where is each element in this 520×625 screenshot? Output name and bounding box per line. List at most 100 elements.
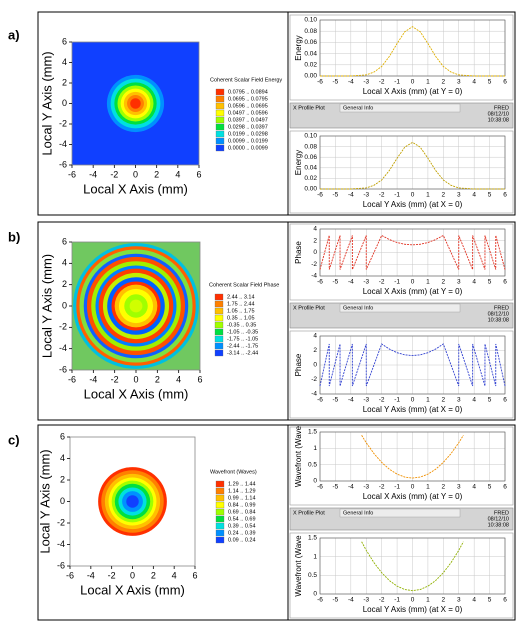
app-name: FRED <box>494 510 509 516</box>
legend-swatch <box>215 109 225 117</box>
x-tick-label: -1 <box>394 597 400 604</box>
profile-line <box>319 343 506 387</box>
legend-label: 0.54 .. 0.69 <box>228 516 256 522</box>
info-cell <box>339 508 461 518</box>
x-tick-label: 5 <box>488 192 492 199</box>
x-tick-label: -4 <box>348 279 354 286</box>
x-tick-label: -2 <box>379 79 385 86</box>
y-tick-label: -6 <box>57 560 65 570</box>
legend-swatch <box>215 95 225 103</box>
plot-frame <box>319 19 506 77</box>
legend-swatch <box>215 137 225 145</box>
x-tick-label: 5 <box>488 279 492 286</box>
legend-label: 0.0099 .. 0.0199 <box>228 138 268 144</box>
x-tick-label: 6 <box>503 397 507 404</box>
y-tick-label: 0 <box>62 300 67 310</box>
x-tick-label: -5 <box>333 79 339 86</box>
legend-swatch <box>215 102 225 110</box>
x-tick-label: 5 <box>488 597 492 604</box>
plot-frame <box>319 335 506 395</box>
panel-label: c) <box>8 432 20 447</box>
legend-label: 2.44 .. 3.14 <box>227 294 255 300</box>
y-tick-label: 4 <box>62 258 67 268</box>
y-tick-label: 0.08 <box>304 28 317 35</box>
x-tick-label: 6 <box>503 597 507 604</box>
plot-frame <box>319 537 506 595</box>
legend-swatch <box>215 130 225 138</box>
legend-label: -1.05 .. -0.35 <box>227 329 258 335</box>
x-tick-label: -5 <box>333 397 339 404</box>
legend-swatch <box>215 501 225 509</box>
legend-label: 0.39 .. 0.54 <box>228 523 256 529</box>
x-tick-label: -3 <box>363 484 369 491</box>
y-tick-label: 4 <box>313 333 317 340</box>
x-tick-label: 4 <box>172 570 177 580</box>
x-axis-title: Local X Axis (mm) (at Y = 0) <box>363 492 463 501</box>
legend-swatch <box>215 508 225 516</box>
legend-label: -0.35 .. 0.35 <box>227 322 256 328</box>
info-tab: X Profile Plot <box>293 510 325 516</box>
x-tick-label: -2 <box>379 279 385 286</box>
app-name: FRED <box>494 305 509 311</box>
y-tick-label: 0.10 <box>304 17 317 24</box>
legend-label: 0.99 .. 1.14 <box>228 495 256 501</box>
y-tick-label: 0.5 <box>308 461 317 468</box>
y-tick-label: 0.02 <box>304 175 317 182</box>
x-tick-label: 0 <box>411 597 415 604</box>
y-tick-label: -6 <box>59 364 67 374</box>
y-tick-label: 0 <box>313 249 317 256</box>
x-tick-label: 6 <box>197 374 202 384</box>
info-time: 10:38:08 <box>488 522 509 528</box>
y-tick-label: 0.02 <box>304 62 317 69</box>
legend-swatch <box>214 321 224 329</box>
info-date: 08/12/10 <box>488 111 509 117</box>
plot-frame <box>319 228 506 277</box>
y-tick-label: 4 <box>60 453 65 463</box>
y-tick-label: 2 <box>60 474 65 484</box>
x-tick-label: 1 <box>426 484 430 491</box>
x-tick-label: -4 <box>348 397 354 404</box>
field-map <box>72 42 199 165</box>
y-tick-label: -4 <box>311 391 317 398</box>
profile-window <box>289 330 514 419</box>
y-tick-label: -4 <box>57 539 65 549</box>
y-tick-label: 2 <box>62 279 67 289</box>
x-tick-label: 4 <box>472 484 476 491</box>
y-tick-label: -2 <box>311 376 317 383</box>
legend-title: Wavefront (Waves) <box>210 469 257 475</box>
y-tick-label: 0 <box>62 98 67 108</box>
y-tick-label: -2 <box>59 322 67 332</box>
x-axis-title: Local X Axis (mm) (at Y = 0) <box>363 87 463 96</box>
x-tick-label: -6 <box>66 570 74 580</box>
panel-label: a) <box>8 27 20 42</box>
y-tick-label: 1 <box>313 553 317 560</box>
x-tick-label: 1 <box>426 597 430 604</box>
y-tick-label: 0.00 <box>304 73 317 80</box>
legend-label: 0.0497 .. 0.0596 <box>228 110 268 116</box>
y-axis-title: Wavefront (Wave <box>294 535 303 597</box>
profile-window <box>289 426 514 506</box>
field-ring <box>126 495 139 508</box>
plot-frame <box>319 431 506 482</box>
y-tick-label: 0.04 <box>304 50 317 57</box>
x-tick-label: -6 <box>68 169 76 179</box>
y-axis-title: Local Y Axis (mm) <box>39 51 54 155</box>
y-axis-title: Energy <box>294 150 303 175</box>
panel-label: b) <box>8 229 20 244</box>
legend-label: 0.35 .. 1.05 <box>227 315 255 321</box>
info-tab: X Profile Plot <box>293 305 325 311</box>
legend-label: 1.05 .. 1.75 <box>227 308 255 314</box>
x-tick-label: 6 <box>196 169 201 179</box>
y-tick-label: -4 <box>59 343 67 353</box>
x-axis-title: Local Y Axis (mm) (at X = 0) <box>363 605 463 614</box>
legend-label: 0.0795 .. 0.0894 <box>228 89 268 95</box>
x-tick-label: -4 <box>89 374 97 384</box>
field-ring <box>130 98 141 109</box>
info-time: 10:38:08 <box>488 117 509 123</box>
x-tick-label: 2 <box>154 169 159 179</box>
legend-label: 0.0298 .. 0.0397 <box>228 124 268 130</box>
legend-swatch <box>215 144 225 152</box>
x-tick-label: -1 <box>394 484 400 491</box>
legend-label: 1.75 .. 2.44 <box>227 301 255 307</box>
